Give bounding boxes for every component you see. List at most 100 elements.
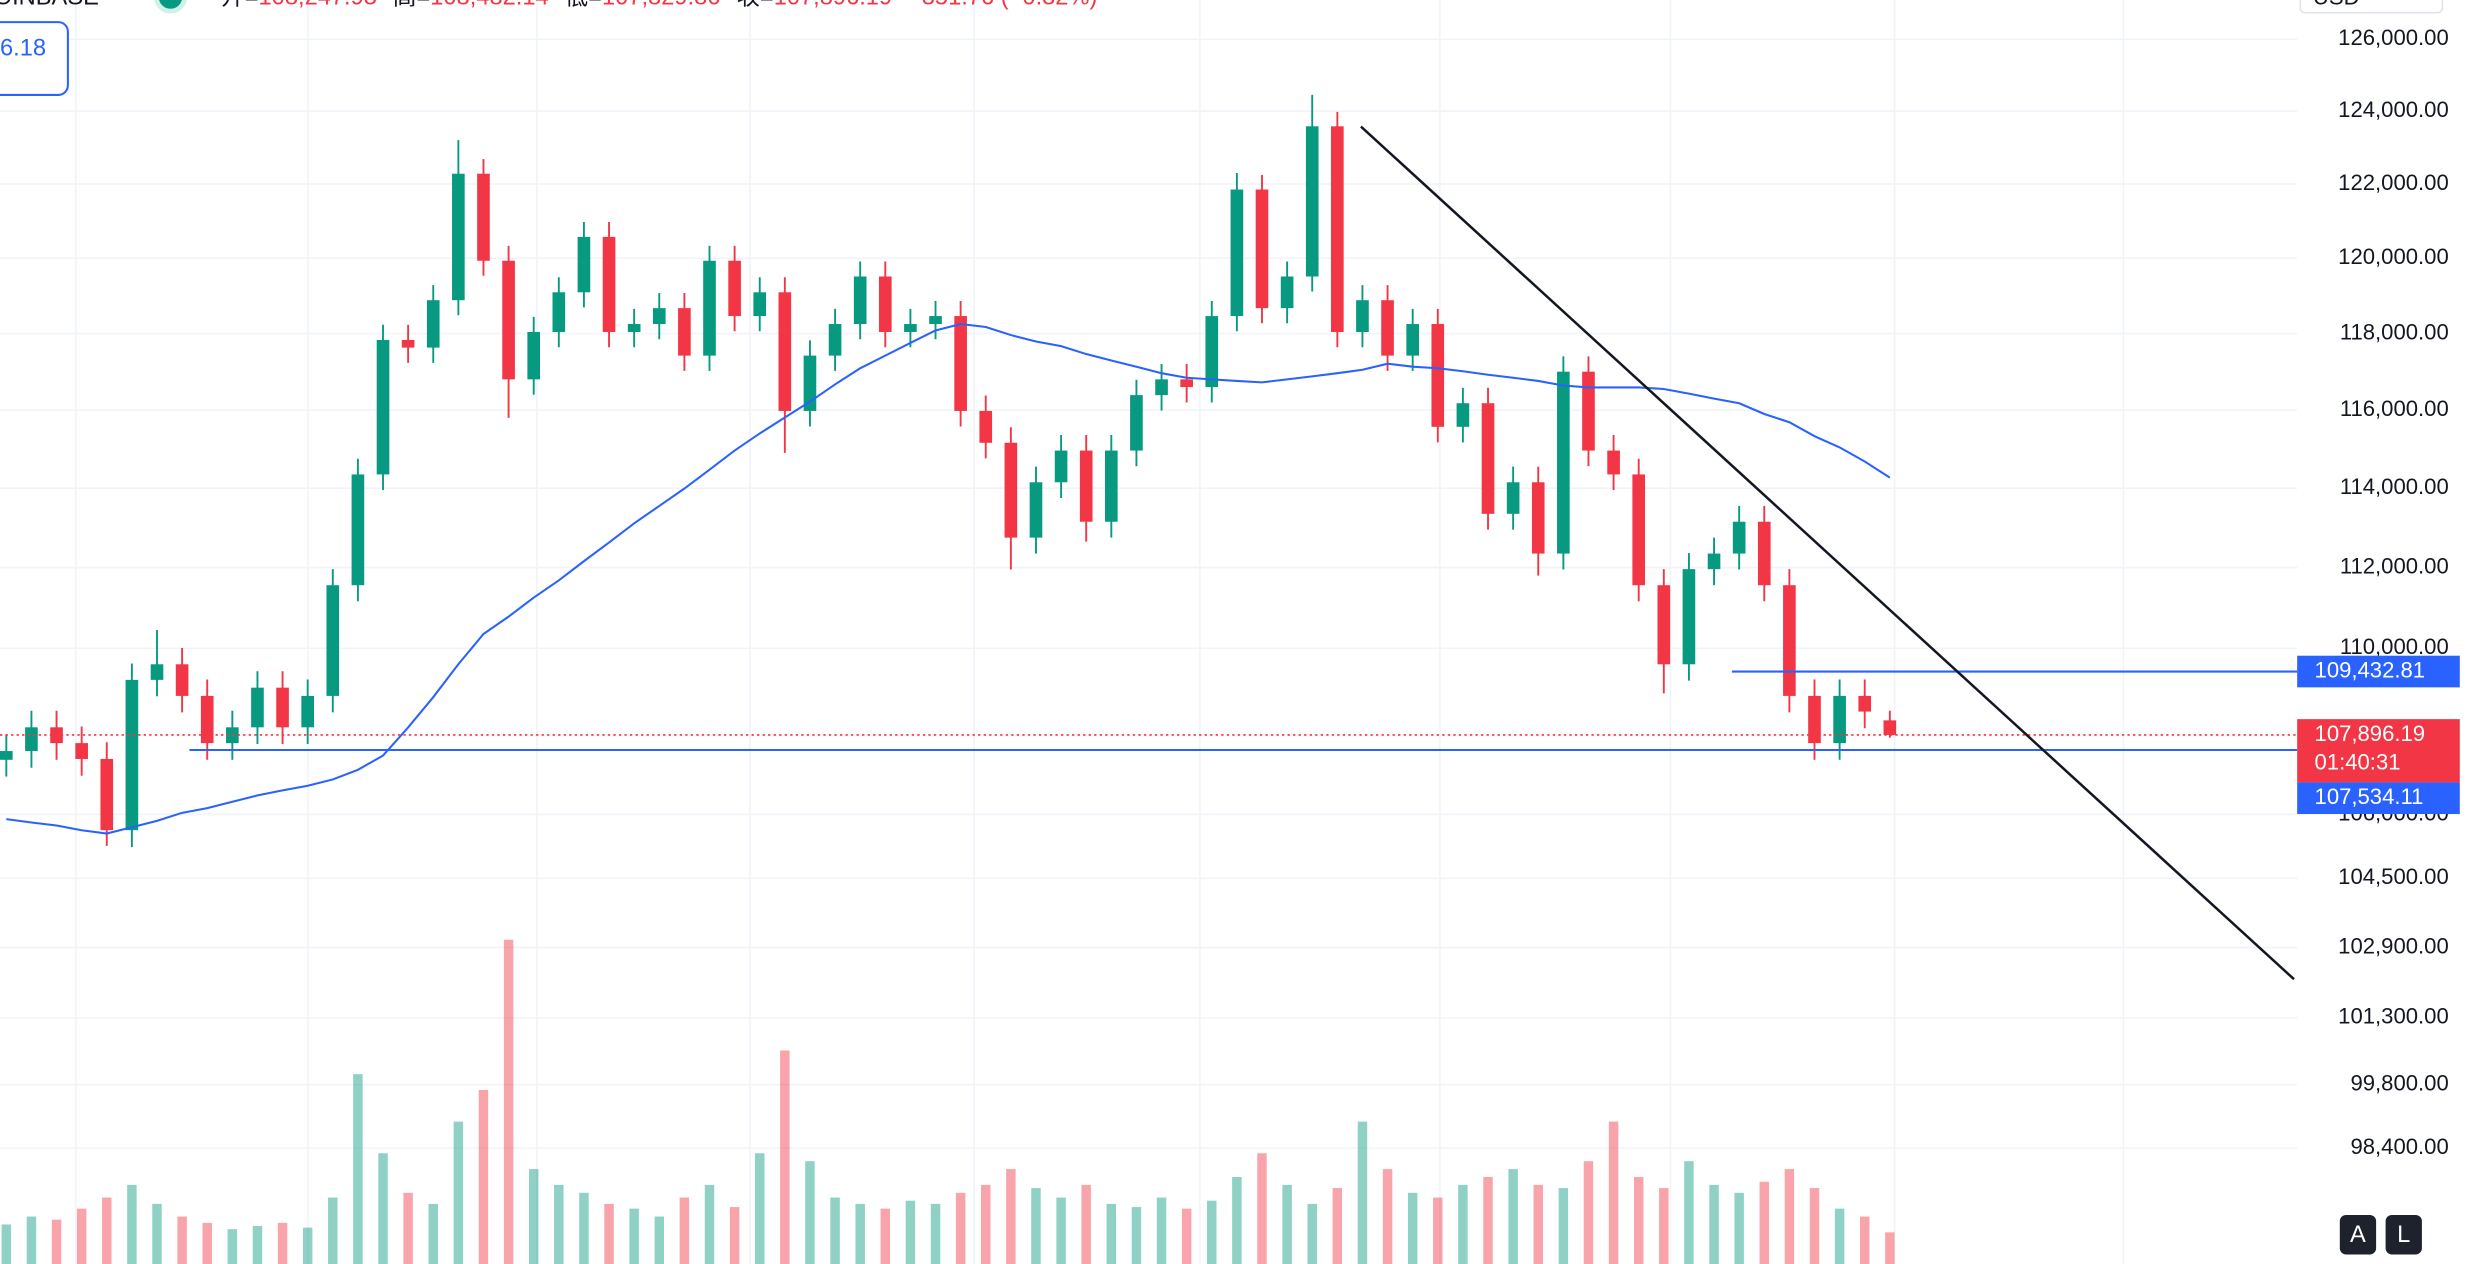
candle-body xyxy=(929,316,942,325)
volume-bar xyxy=(1,1224,12,1264)
button-a[interactable] xyxy=(2339,1214,2377,1255)
currency-box[interactable] xyxy=(2299,0,2444,14)
candle-body xyxy=(0,751,13,760)
volume-bar xyxy=(127,1184,137,1264)
moving-average xyxy=(6,322,1891,835)
y-tick-label: 102,900.00 xyxy=(2338,933,2449,958)
candle-body xyxy=(326,585,340,696)
button-l[interactable] xyxy=(2385,1214,2422,1255)
candle-body xyxy=(1808,695,1821,744)
header: OINBASE 开=108,247.93 高=108,482.14 低=107,82… xyxy=(0,0,1097,14)
price-axis xyxy=(2297,0,2474,1264)
volume-bar xyxy=(26,1216,37,1264)
volume-bar xyxy=(1056,1197,1066,1264)
y-tick-label: 98,400.00 xyxy=(2350,1134,2448,1159)
y-tick-label: 126,000.00 xyxy=(2338,25,2449,50)
last-price-box xyxy=(2297,719,2460,783)
candle-body xyxy=(853,276,867,325)
volume-bar xyxy=(1031,1188,1041,1264)
volume-bar xyxy=(1332,1188,1343,1264)
volume-bar xyxy=(1885,1232,1895,1264)
candle-body xyxy=(577,236,591,293)
volume-bar xyxy=(1709,1184,1719,1264)
countdown: 01:40:31 xyxy=(2315,749,2401,774)
candle-body xyxy=(1130,395,1143,451)
y-tick-label: 101,300.00 xyxy=(2338,1004,2449,1029)
candle-body xyxy=(150,664,164,680)
candle-body xyxy=(1757,521,1771,586)
y-tick-label: 99,800.00 xyxy=(2350,1071,2448,1096)
volume-bar xyxy=(1181,1208,1192,1264)
volume-bar xyxy=(76,1208,87,1264)
ohlc-key: 开= xyxy=(221,0,258,11)
volume-bar xyxy=(1156,1197,1167,1264)
volume-bar xyxy=(102,1197,112,1264)
volume-bar xyxy=(1207,1200,1217,1264)
candle-body xyxy=(703,260,716,356)
volume-bar xyxy=(328,1197,338,1264)
volume-bar xyxy=(704,1184,715,1264)
volume-bar xyxy=(302,1227,313,1264)
volume-bar xyxy=(353,1074,363,1264)
volume-bar xyxy=(1784,1169,1795,1264)
candle-body xyxy=(828,324,842,356)
volume-bar xyxy=(1106,1203,1117,1264)
volume-bar xyxy=(930,1203,941,1264)
candle-body xyxy=(1230,189,1244,317)
candle-body xyxy=(1205,316,1219,388)
candle-body xyxy=(1707,553,1721,570)
trend-line xyxy=(1360,125,2295,981)
volume-bar xyxy=(177,1216,187,1264)
change: −351.76 (−0.32%) xyxy=(908,0,1097,11)
candle-body xyxy=(1833,695,1846,744)
volume-bar xyxy=(654,1216,665,1264)
candle-body xyxy=(778,292,792,411)
grid xyxy=(0,0,2298,1264)
ohlc-value: 108,482.14 xyxy=(430,0,548,11)
candle-body xyxy=(351,474,365,586)
ohlc: 开=108,247.93 高=108,482.14 低=107,829.86 收=10… xyxy=(221,0,1097,11)
y-tick-label: 104,500.00 xyxy=(2338,864,2449,889)
candle-body xyxy=(1732,521,1746,554)
currency: USD xyxy=(2313,0,2360,9)
volume-bar xyxy=(1257,1153,1267,1264)
candle-body xyxy=(1079,450,1093,522)
volume-bar xyxy=(1407,1192,1418,1264)
volume-bar xyxy=(554,1184,564,1264)
ohlc-key: 高= xyxy=(393,0,430,11)
candle-body xyxy=(502,260,515,380)
badge-box[interactable] xyxy=(0,21,69,96)
volume-bar xyxy=(604,1203,614,1264)
candle-body xyxy=(878,276,892,332)
volume-bar xyxy=(1734,1192,1744,1264)
volume-bar xyxy=(277,1222,288,1264)
candle-body xyxy=(803,355,817,411)
y-tick-label: 120,000.00 xyxy=(2338,244,2449,269)
y-tick-label: 124,000.00 xyxy=(2338,97,2449,122)
volume-bar xyxy=(1307,1203,1317,1264)
candle-body xyxy=(1883,720,1897,735)
candle-body xyxy=(1155,379,1168,396)
candle-body xyxy=(1858,695,1872,712)
candle-body xyxy=(477,173,490,261)
candle-body xyxy=(602,236,616,332)
candle-body xyxy=(1557,371,1570,554)
volume-bar xyxy=(1232,1176,1242,1264)
volume-bar xyxy=(1633,1176,1644,1264)
ohlc-value: 108,247.93 xyxy=(259,0,377,11)
candle-body xyxy=(1180,379,1193,388)
candle-body xyxy=(452,173,465,301)
candle-body xyxy=(728,260,741,317)
candle-body xyxy=(527,331,541,380)
button-label: A xyxy=(2350,1222,2366,1248)
volume-bar xyxy=(1684,1161,1694,1264)
candle-body xyxy=(276,687,289,728)
candle-body xyxy=(753,292,767,317)
volume-bar xyxy=(428,1203,438,1264)
volume-bar xyxy=(152,1203,162,1264)
candle-body xyxy=(678,308,691,356)
volume-bar xyxy=(579,1192,589,1264)
volume-bar xyxy=(1382,1169,1393,1264)
